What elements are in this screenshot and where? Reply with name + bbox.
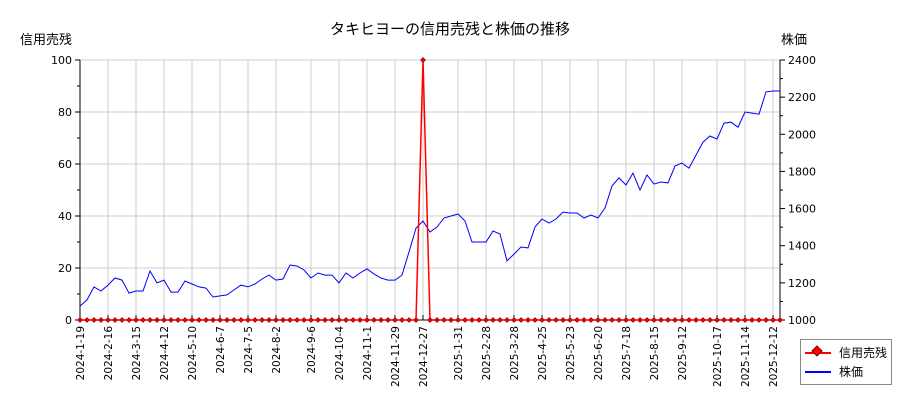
svg-text:1000: 1000 [788, 314, 816, 327]
svg-text:2200: 2200 [788, 91, 816, 104]
svg-text:1200: 1200 [788, 277, 816, 290]
legend-label: 株価 [839, 364, 864, 379]
svg-text:2024-7-5: 2024-7-5 [243, 326, 255, 374]
legend: 信用売残 株価 [800, 339, 892, 385]
legend-label: 信用売残 [839, 345, 888, 360]
svg-text:2025-2-28: 2025-2-28 [481, 326, 493, 380]
svg-text:2024-2-16: 2024-2-16 [103, 326, 115, 381]
svg-text:1400: 1400 [788, 240, 816, 253]
svg-text:2024-5-10: 2024-5-10 [187, 326, 199, 380]
svg-text:2025-1-31: 2025-1-31 [453, 326, 465, 380]
legend-item-margin-sell: 信用売残 [801, 343, 887, 361]
svg-text:20: 20 [58, 262, 72, 275]
svg-text:2024-6-7: 2024-6-7 [215, 326, 227, 374]
svg-text:0: 0 [65, 314, 72, 327]
svg-text:100: 100 [51, 54, 72, 67]
svg-text:2024-3-15: 2024-3-15 [131, 326, 143, 380]
left-axis-label: 信用売残 [20, 33, 73, 48]
svg-text:2025-4-25: 2025-4-25 [537, 326, 549, 380]
svg-text:1800: 1800 [788, 165, 816, 178]
svg-text:2024-11-1: 2024-11-1 [362, 326, 374, 380]
svg-text:80: 80 [58, 106, 72, 119]
svg-text:2025-6-20: 2025-6-20 [593, 326, 605, 380]
svg-text:2024-1-19: 2024-1-19 [75, 326, 87, 380]
svg-text:2024-11-29: 2024-11-29 [390, 326, 402, 387]
legend-item-price: 株価 [801, 362, 863, 380]
svg-text:60: 60 [58, 158, 72, 171]
chart-title: タキヒヨーの信用売残と株価の推移 [329, 20, 570, 38]
svg-text:2024-8-2: 2024-8-2 [271, 326, 283, 374]
svg-text:2025-3-28: 2025-3-28 [509, 326, 521, 380]
right-axis-label: 株価 [781, 33, 808, 48]
svg-text:2025-7-18: 2025-7-18 [621, 326, 633, 380]
svg-text:2025-12-12: 2025-12-12 [768, 326, 780, 387]
svg-text:2024-4-12: 2024-4-12 [159, 326, 171, 380]
svg-text:2024-10-4: 2024-10-4 [334, 326, 346, 381]
svg-text:2025-8-15: 2025-8-15 [649, 326, 661, 380]
svg-text:2024-12-27: 2024-12-27 [418, 326, 430, 387]
svg-text:40: 40 [58, 210, 72, 223]
svg-text:1600: 1600 [788, 203, 816, 216]
svg-text:2400: 2400 [788, 54, 816, 67]
svg-text:2000: 2000 [788, 128, 816, 141]
svg-text:2025-11-14: 2025-11-14 [740, 326, 752, 387]
blue-line-icon [805, 364, 831, 378]
svg-text:2025-9-12: 2025-9-12 [677, 326, 689, 380]
svg-text:2025-5-23: 2025-5-23 [565, 326, 577, 380]
svg-text:2025-10-17: 2025-10-17 [712, 326, 724, 387]
svg-text:2024-9-6: 2024-9-6 [306, 326, 318, 374]
red-diamond-line-icon [805, 345, 831, 359]
